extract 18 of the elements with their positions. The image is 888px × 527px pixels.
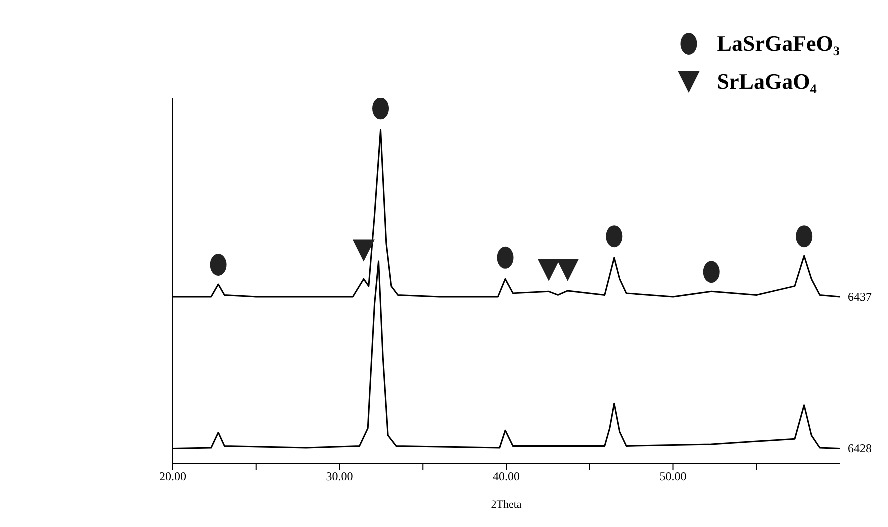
series-label: 6437 <box>848 290 872 304</box>
x-tick-label: 20.00 <box>160 470 186 484</box>
point <box>606 226 623 248</box>
point <box>372 98 390 120</box>
point <box>352 240 375 262</box>
point <box>796 226 813 248</box>
x-axis-title: 2Theta <box>491 499 522 511</box>
point <box>538 259 560 282</box>
x-tick-label: 40.00 <box>493 470 520 484</box>
x-tick-label: 30.00 <box>326 470 354 484</box>
x-tick-label: 50.00 <box>660 470 687 484</box>
legend-label: SrLaGaO₄ <box>717 69 817 95</box>
legend-label: LaSrGaFeO₃ <box>717 31 840 57</box>
point <box>703 261 720 284</box>
point <box>210 254 227 276</box>
point <box>556 259 579 282</box>
point <box>497 246 514 269</box>
series-label: 6428 <box>848 442 872 456</box>
